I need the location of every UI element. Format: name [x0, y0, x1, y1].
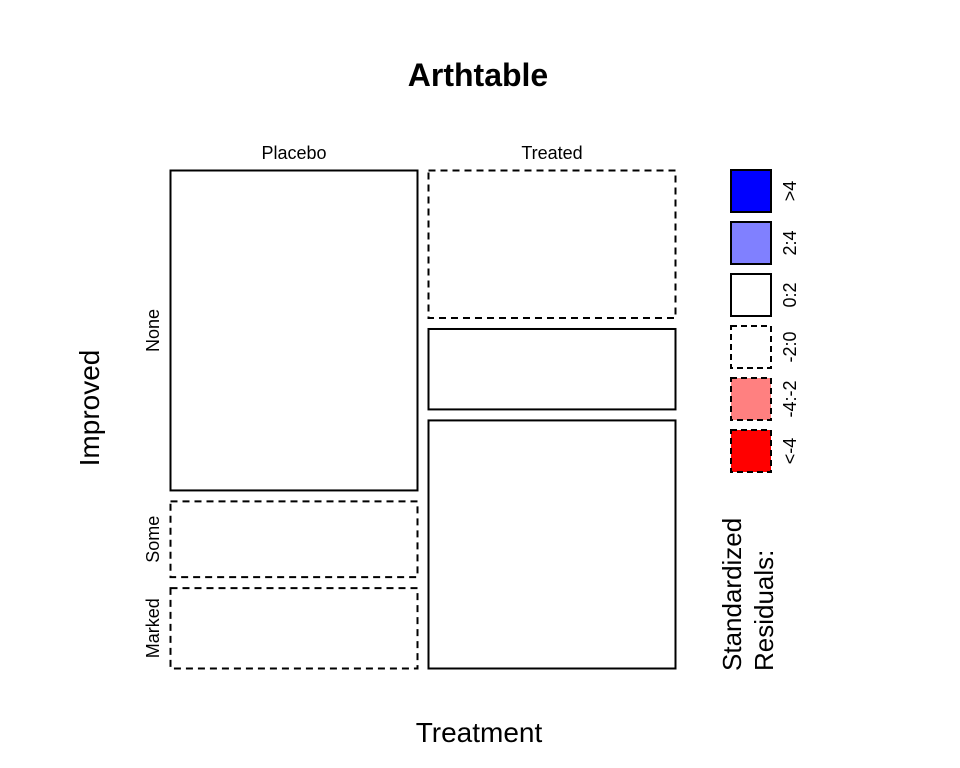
legend-title-line-2: Residuals: [749, 550, 779, 671]
column-label-placebo: Placebo [261, 143, 326, 163]
chart-title: Arthtable [408, 57, 548, 93]
tile-treated-marked [427, 419, 677, 670]
column-labels: Placebo Treated [261, 143, 582, 163]
tile-treated-none [427, 169, 677, 319]
legend-swatch-5 [730, 429, 772, 473]
legend-label-2: 0:2 [780, 282, 800, 307]
legend-label-0: >4 [780, 181, 800, 202]
legend-swatch-3 [730, 325, 772, 369]
column-label-treated: Treated [521, 143, 582, 163]
mosaic-tiles [169, 169, 677, 670]
tile-placebo-some [169, 500, 419, 579]
legend-swatch-0 [730, 169, 772, 213]
x-axis-title: Treatment [416, 717, 543, 748]
row-labels: None Some Marked [143, 309, 163, 658]
legend-swatch-1 [730, 221, 772, 265]
legend: >4 2:4 0:2 -2:0 -4:-2 <-4 Standardized Residual… [717, 169, 800, 671]
legend-label-3: -2:0 [780, 331, 800, 362]
legend-label-4: -4:-2 [780, 380, 800, 417]
y-axis-title: Improved [74, 350, 105, 467]
legend-label-5: <-4 [780, 438, 800, 465]
tile-placebo-none [169, 169, 419, 492]
row-label-some: Some [143, 516, 163, 563]
legend-swatch-4 [730, 377, 772, 421]
legend-title-line-1: Standardized [717, 518, 747, 671]
tile-placebo-marked [169, 587, 419, 670]
row-label-none: None [143, 309, 163, 352]
tile-treated-some [427, 327, 677, 411]
legend-swatch-2 [730, 273, 772, 317]
row-label-marked: Marked [143, 598, 163, 658]
legend-label-1: 2:4 [780, 230, 800, 255]
